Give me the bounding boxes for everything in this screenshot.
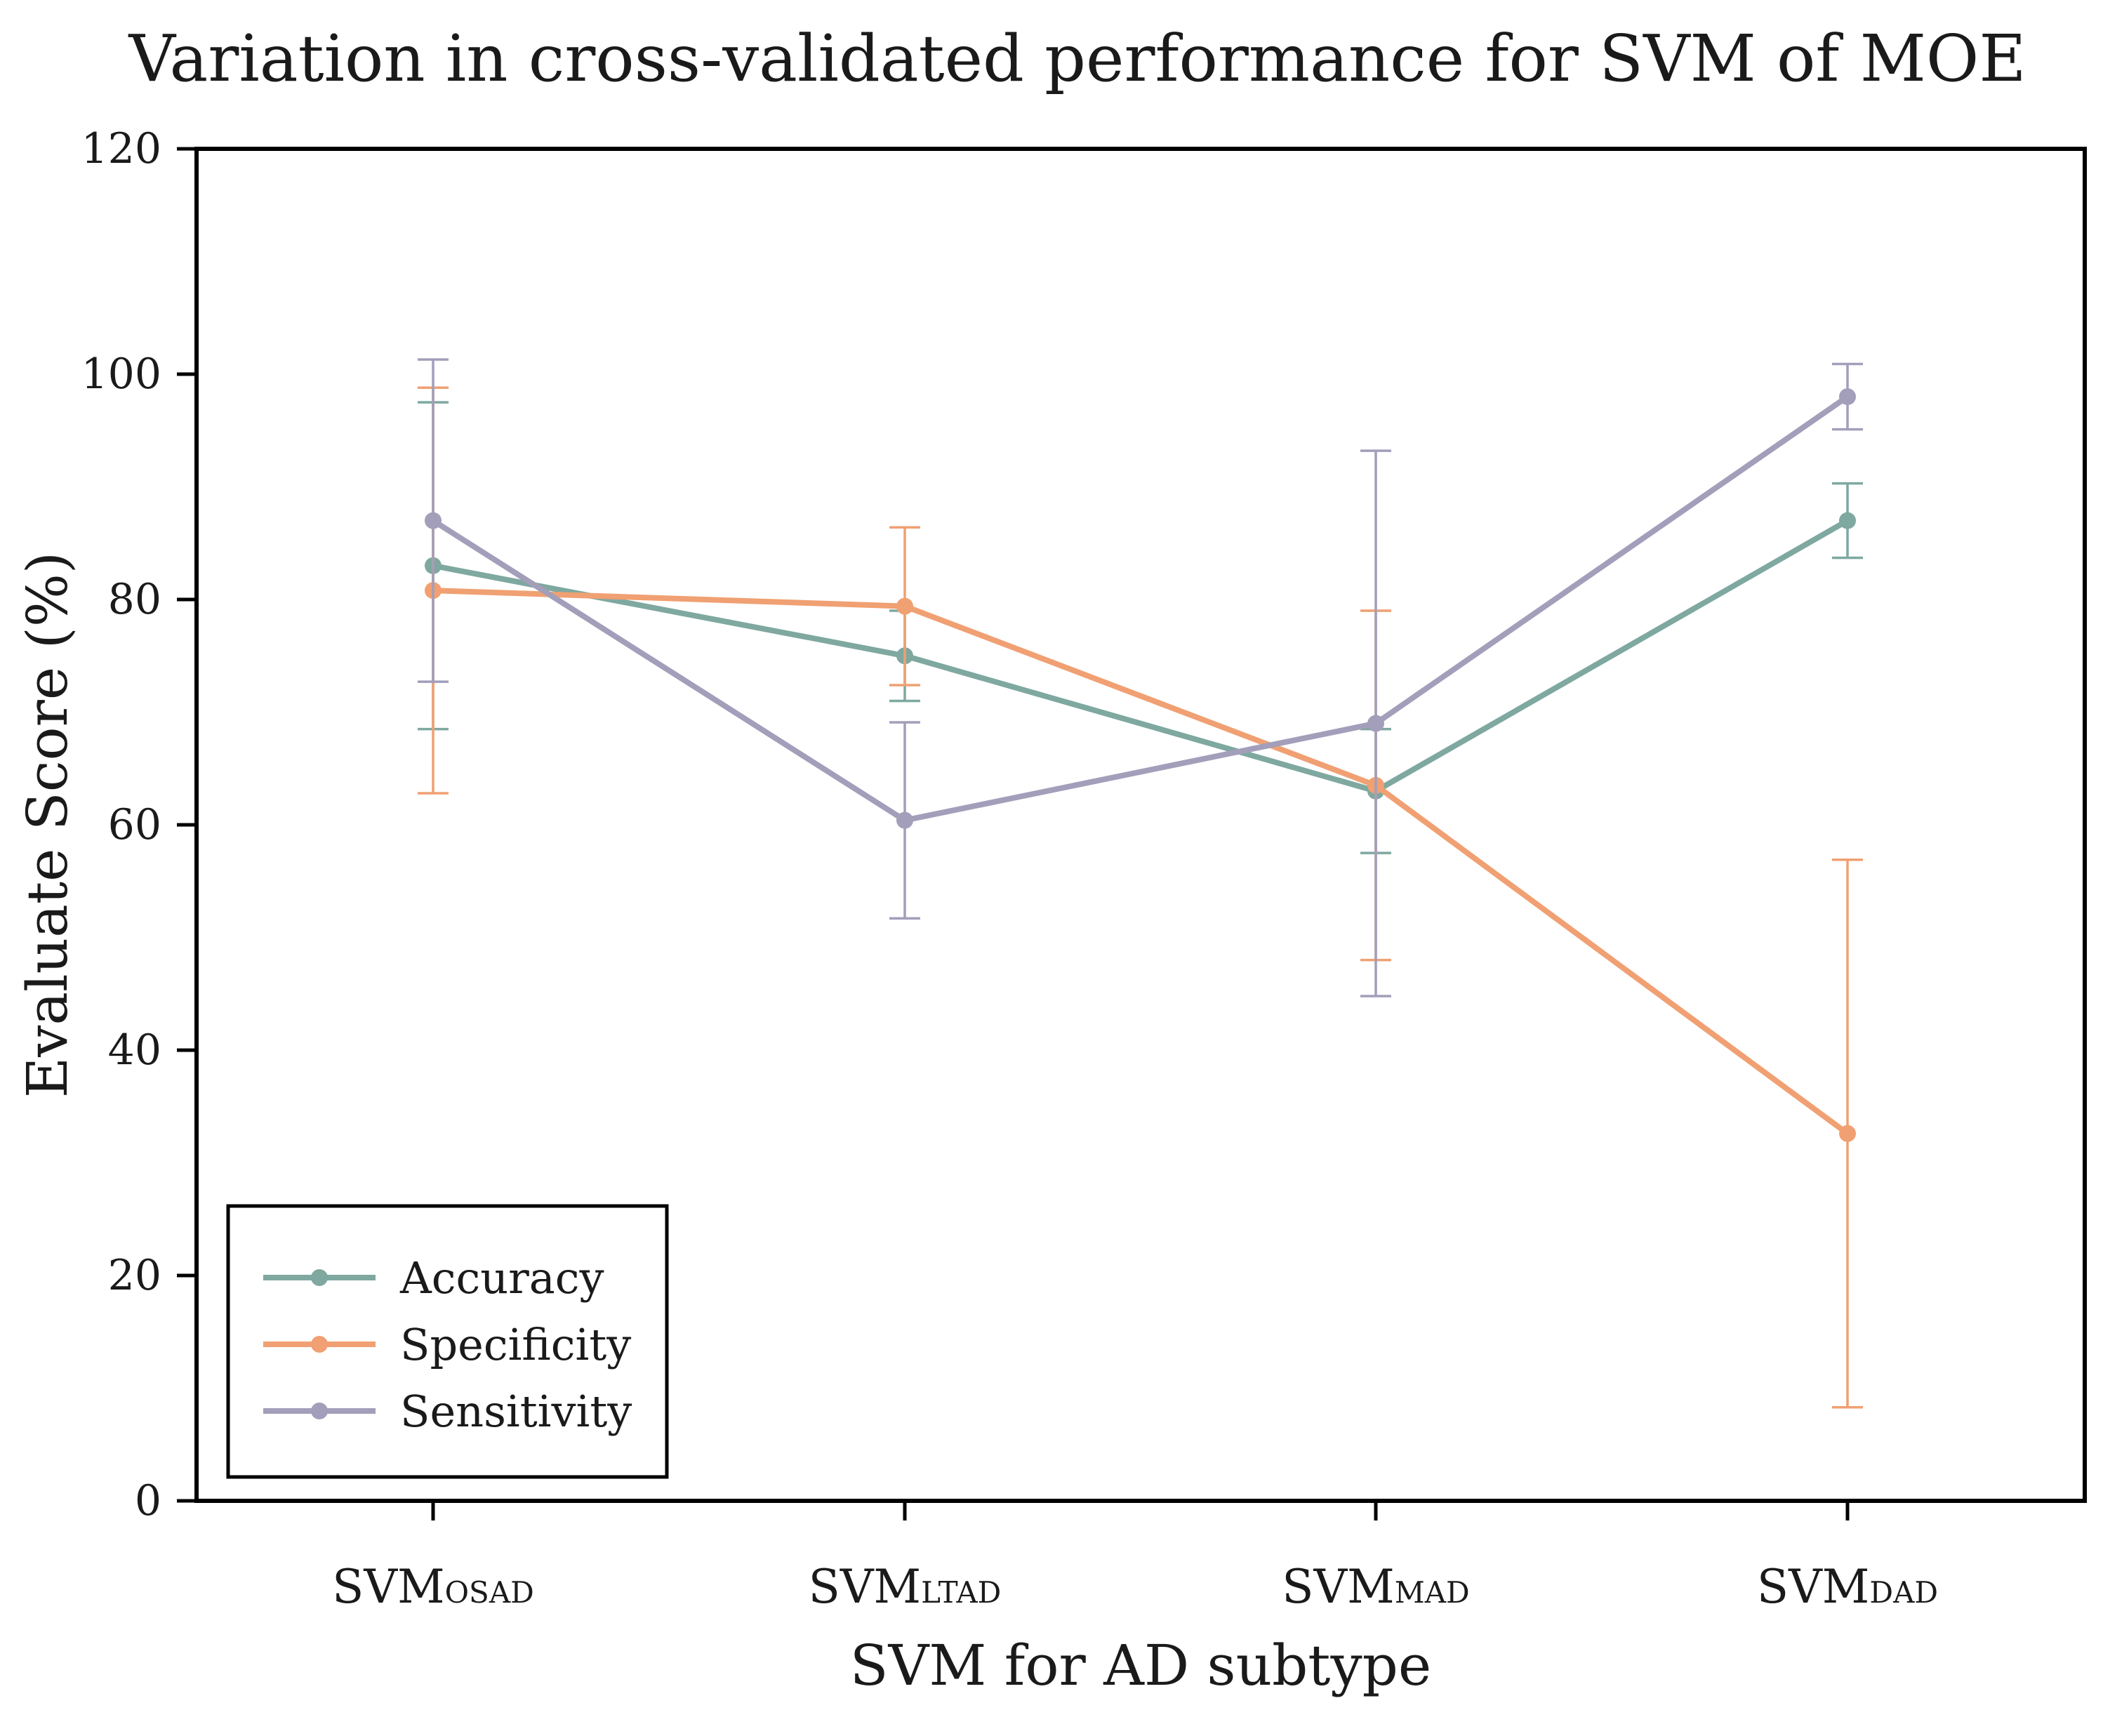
legend-entry-accuracy: Accuracy xyxy=(263,1252,604,1304)
y-axis-label: Evaluate Score (%) xyxy=(15,552,80,1098)
legend-entry-specificity: Specificity xyxy=(263,1319,631,1370)
specificity-point xyxy=(1839,1125,1856,1142)
y-axis: 0 20 40 60 80 100 120 xyxy=(81,124,197,1525)
legend-entry-sensitivity: Sensitivity xyxy=(263,1386,632,1437)
x-tick-label-subscript: OSAD xyxy=(445,1575,534,1610)
specificity-line xyxy=(432,588,1850,1136)
x-tick-label-subscript: DAD xyxy=(1869,1575,1938,1610)
y-tick-label: 0 xyxy=(135,1476,161,1525)
accuracy-line xyxy=(432,518,1849,794)
sensitivity-point xyxy=(896,811,913,829)
x-tick-label-subscript: MAD xyxy=(1395,1575,1470,1610)
sensitivity-point xyxy=(1367,715,1384,732)
x-tick-label-base: SVM xyxy=(1757,1560,1869,1614)
accuracy-point xyxy=(1839,512,1856,529)
y-tick-label: 20 xyxy=(108,1251,161,1300)
y-tick-label: 40 xyxy=(108,1026,161,1075)
chart-title: Variation in cross-validated performance… xyxy=(128,21,2026,96)
x-tick-label: SVMMAD xyxy=(1282,1560,1469,1614)
y-tick-label: 120 xyxy=(81,124,161,173)
legend-swatch-marker xyxy=(311,1269,328,1286)
x-tick-label-base: SVM xyxy=(332,1560,444,1614)
specificity-point xyxy=(896,597,913,615)
series-layer xyxy=(418,358,1863,1409)
x-tick-label: SVMDAD xyxy=(1757,1560,1938,1614)
legend-label: Accuracy xyxy=(399,1252,604,1304)
x-tick-label-base: SVM xyxy=(809,1560,921,1614)
x-tick-label-subscript: LTAD xyxy=(921,1575,1001,1610)
x-tick-label: SVMLTAD xyxy=(809,1560,1002,1614)
sensitivity-point xyxy=(1839,388,1856,406)
legend-swatch-marker xyxy=(311,1403,328,1419)
x-axis-label: SVM for AD subtype xyxy=(850,1633,1431,1698)
legend-label: Specificity xyxy=(400,1319,631,1370)
legend-label: Sensitivity xyxy=(400,1386,632,1437)
series-accuracy xyxy=(418,401,1863,854)
legend-swatch-marker xyxy=(311,1336,328,1353)
y-tick-label: 60 xyxy=(108,800,161,849)
x-tick-label-base: SVM xyxy=(1282,1560,1394,1614)
y-tick-label: 80 xyxy=(108,575,161,624)
sensitivity-point xyxy=(425,512,442,529)
series-sensitivity xyxy=(418,358,1863,998)
sensitivity-line xyxy=(431,394,1850,823)
x-axis: SVMOSAD SVMLTAD SVMMAD SVMDAD xyxy=(332,1501,1938,1614)
legend: Accuracy Specificity Sensitivity xyxy=(226,1204,669,1479)
y-tick-label: 100 xyxy=(81,350,161,399)
x-tick-label: SVMOSAD xyxy=(332,1560,534,1614)
